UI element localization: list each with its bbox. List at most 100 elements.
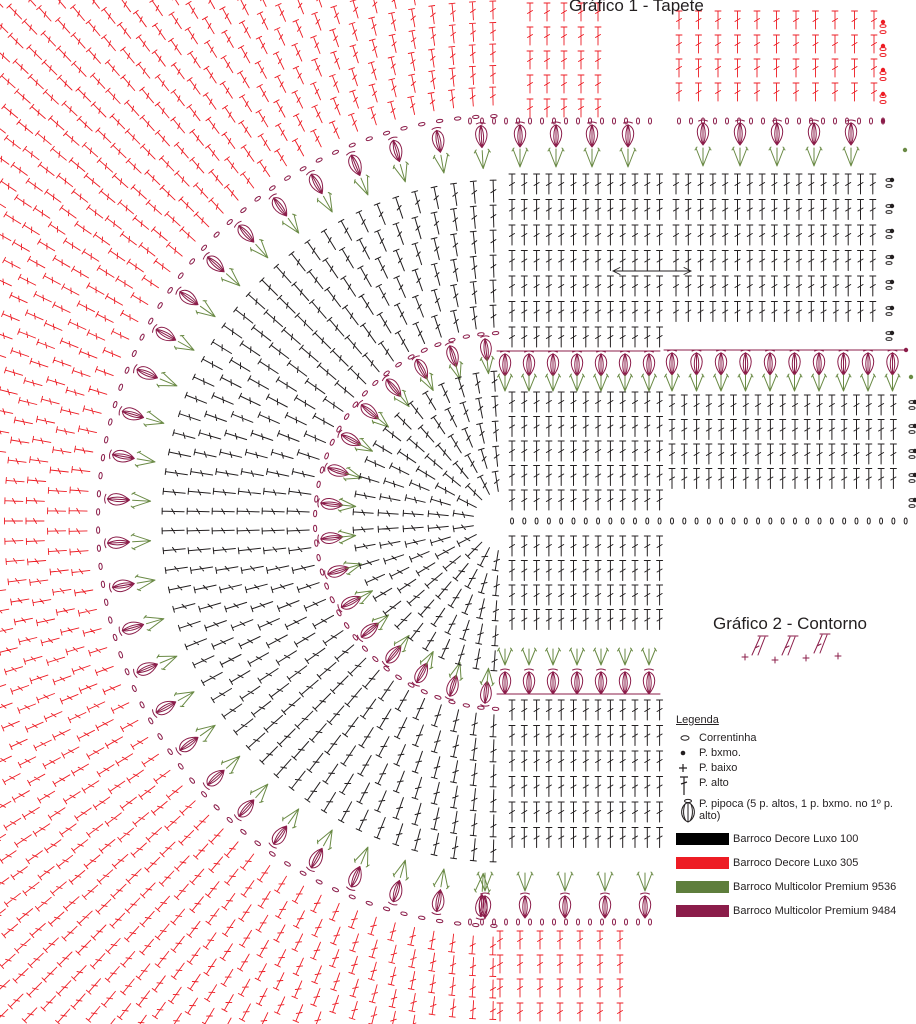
- color-swatch-black: [676, 833, 729, 845]
- green-band-lower-straight: [497, 647, 657, 666]
- slip-stitch-dot-7: [889, 177, 895, 183]
- slip-stitch-dot-5: [880, 118, 886, 124]
- rect-black-rows-lower: [668, 394, 897, 489]
- red-round-8: [0, 0, 267, 1024]
- green-rounds: [130, 147, 657, 894]
- red-round-1: [68, 86, 497, 956]
- red-round-7: [0, 0, 323, 1024]
- black-round-5: [352, 370, 498, 672]
- slip-stitch-dot-2: [880, 43, 886, 49]
- red-round-13: [0, 0, 67, 1024]
- slip-stitch-dot-8: [889, 203, 895, 209]
- legend-label-double-crochet: P. alto: [699, 777, 729, 789]
- legend-label-slip-stitch: P. bxmo.: [699, 747, 741, 759]
- legend-color-label-black: Barroco Decore Luxo 100: [733, 833, 859, 845]
- rect-popcorn-middle: [665, 349, 899, 376]
- red-round-4: [4, 22, 497, 1020]
- green-row-outer-lower: [476, 871, 654, 892]
- chart-annotations: [611, 267, 842, 664]
- color-swatch-green: [676, 881, 729, 893]
- red-round-3: [25, 43, 497, 999]
- slip-stitch-dot-10: [889, 254, 895, 260]
- double-arrow-heads: [611, 267, 693, 275]
- contour-sample-stitches: [741, 633, 842, 664]
- black-round-4: [377, 395, 499, 647]
- green-row-outer-upper: [511, 147, 637, 168]
- color-swatch-maroon: [676, 905, 729, 917]
- slip-stitch-dot-18: [912, 448, 916, 454]
- legend-item-single-crochet: P. baixo: [676, 761, 912, 776]
- rect-red-rows: [675, 10, 878, 102]
- rect-edge-chains-red: [879, 24, 887, 104]
- red-round-11: [0, 0, 131, 1024]
- popcorn-band-upper-straight: [498, 350, 656, 377]
- legend-color-green: Barroco Multicolor Premium 9536: [676, 880, 912, 904]
- double-crochet-icon: [680, 776, 688, 795]
- black-rows-lower-band: [508, 535, 664, 630]
- legend-color-maroon: Barroco Multicolor Premium 9484: [676, 904, 912, 928]
- black-round-6: [286, 304, 497, 738]
- slip-stitch-dot-13: [889, 330, 895, 336]
- legend-color-label-red: Barroco Decore Luxo 305: [733, 857, 859, 869]
- black-rows-upper-band: [508, 391, 664, 511]
- color-swatch-red: [676, 857, 729, 869]
- black-round-3: [402, 420, 499, 622]
- popcorn-row-outer-upper: [513, 121, 635, 148]
- chain-rows-outer-straight: [468, 117, 652, 926]
- green-band-upper-straight: [497, 373, 657, 392]
- popcorn-band-edges: [496, 350, 661, 695]
- legend-color-black: Barroco Decore Luxo 100: [676, 832, 912, 856]
- red-rows-top-straight: [526, 2, 602, 118]
- red-round-9: [0, 0, 216, 1024]
- legend-label-chain: Correntinha: [699, 732, 757, 744]
- red-round-10: [0, 0, 180, 1024]
- rect-green-top: [694, 146, 860, 167]
- black-round-1: [452, 470, 500, 572]
- popcorn-round-1: [317, 335, 492, 707]
- legend-label-single-crochet: P. baixo: [699, 762, 738, 774]
- red-rows-bottom-straight: [496, 930, 624, 1022]
- rect-chain-bottom: [670, 517, 908, 525]
- legend-item-chain: Correntinha: [676, 731, 912, 746]
- red-rounds: [0, 0, 624, 1024]
- slip-stitch-dot-1: [880, 19, 886, 25]
- popcorn-row-outer-lower: [478, 892, 652, 919]
- slip-stitch-dot-19: [912, 472, 916, 478]
- black-round-2: [427, 445, 500, 597]
- rect-popcorn-top: [696, 119, 858, 146]
- legend-heading: Legenda: [676, 714, 719, 726]
- slip-stitch-dot-16: [912, 399, 916, 405]
- center-chain-row: [510, 517, 662, 525]
- red-round-5: [0, 0, 497, 1024]
- legend-item-double-crochet: P. alto: [676, 776, 912, 796]
- slip-stitch-dot-17: [912, 423, 916, 429]
- black-round-10: [186, 204, 497, 838]
- legend-color-label-green: Barroco Multicolor Premium 9536: [733, 881, 897, 893]
- rect-edge-chains-black: [885, 178, 916, 508]
- slip-stitch-icon: [680, 750, 686, 756]
- slip-stitch-dot-9: [889, 228, 895, 234]
- black-center-rounds: [161, 173, 664, 863]
- legend: Legenda Correntinha P. bxmo. P. baixo P.…: [676, 714, 912, 928]
- black-rows-lower-outer: [508, 699, 664, 848]
- slip-stitch-dot-3: [880, 67, 886, 73]
- red-round-6: [0, 0, 416, 1024]
- green-round-2: [130, 148, 491, 894]
- rect-green-middle: [664, 373, 901, 392]
- slip-stitch-dot-4: [880, 91, 886, 97]
- rectangle-detail-chart: [663, 10, 916, 525]
- popcorn-rounds: [96, 114, 661, 928]
- red-round-15: [0, 3, 4, 8]
- popcorn-round-2: [104, 122, 488, 920]
- slip-stitch-dot-20: [912, 497, 916, 503]
- black-round-7: [261, 279, 497, 763]
- chain-icon: [680, 735, 690, 741]
- slip-stitch-dot-15: [908, 374, 914, 380]
- slip-stitch-dot-14: [903, 347, 909, 353]
- single-crochet-icon: [679, 764, 687, 772]
- chain-round-1: [313, 331, 500, 711]
- chain-round-2: [96, 114, 498, 928]
- legend-label-popcorn: P. pipoca (5 p. altos, 1 p. bxmo. no 1º …: [699, 798, 893, 822]
- popcorn-band-lower-straight: [498, 668, 656, 695]
- rect-chain-top: [677, 117, 885, 125]
